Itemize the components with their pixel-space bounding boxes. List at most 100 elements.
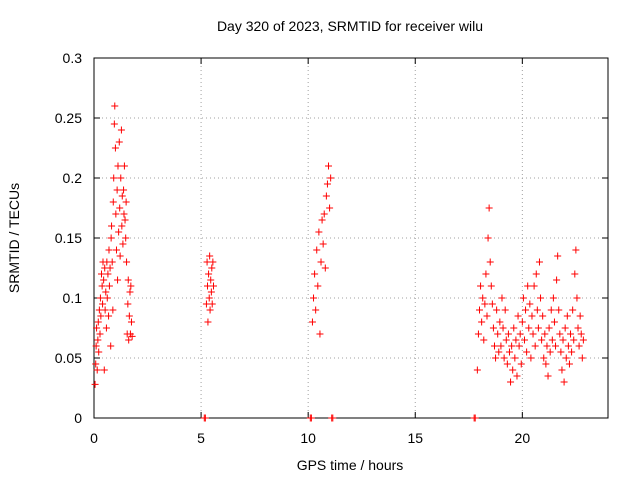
data-point xyxy=(513,372,521,380)
data-point xyxy=(204,282,212,290)
x-tick-label: 10 xyxy=(300,430,316,446)
data-point xyxy=(540,354,548,362)
chart-title: Day 320 of 2023, SRMTID for receiver wil… xyxy=(217,18,483,34)
data-point xyxy=(120,210,128,218)
data-point xyxy=(125,312,133,320)
data-point xyxy=(560,378,568,386)
data-point xyxy=(97,270,105,278)
x-tick-label: 15 xyxy=(407,430,423,446)
data-point xyxy=(545,324,553,332)
data-point xyxy=(323,180,331,188)
data-point xyxy=(116,204,124,212)
data-point xyxy=(102,288,110,296)
x-tick-label: 0 xyxy=(90,430,98,446)
y-tick-label: 0 xyxy=(74,410,82,426)
data-point xyxy=(567,330,575,338)
data-point xyxy=(317,258,325,266)
data-point xyxy=(527,354,535,362)
data-point xyxy=(547,306,555,314)
data-point xyxy=(570,336,578,344)
data-point xyxy=(105,282,113,290)
y-tick-label: 0.25 xyxy=(55,110,82,126)
data-point xyxy=(561,324,569,332)
data-point xyxy=(531,342,539,350)
data-point xyxy=(503,360,511,368)
data-point xyxy=(556,330,564,338)
data-point xyxy=(94,318,102,326)
data-point xyxy=(123,258,131,266)
data-point xyxy=(534,324,542,332)
data-point xyxy=(114,276,122,284)
data-point xyxy=(473,366,481,374)
data-point xyxy=(127,282,135,290)
data-point xyxy=(91,380,99,388)
data-point xyxy=(559,336,567,344)
data-point xyxy=(522,306,530,314)
data-point xyxy=(311,270,319,278)
data-point xyxy=(483,312,491,320)
data-point xyxy=(563,312,571,320)
data-point xyxy=(542,360,550,368)
data-point xyxy=(95,348,103,356)
data-point xyxy=(490,342,498,350)
data-point xyxy=(103,294,111,302)
data-point xyxy=(574,324,582,332)
data-point xyxy=(124,300,132,308)
data-point xyxy=(539,312,547,320)
y-tick-label: 0.15 xyxy=(55,230,82,246)
data-point xyxy=(92,360,100,368)
data-point xyxy=(523,348,531,356)
data-point xyxy=(121,216,129,224)
data-point xyxy=(485,204,493,212)
data-point xyxy=(501,306,509,314)
axis-ticks xyxy=(93,57,608,419)
data-point xyxy=(322,192,330,200)
data-point xyxy=(111,144,119,152)
data-point xyxy=(489,324,497,332)
data-point xyxy=(482,270,490,278)
data-point xyxy=(484,234,492,242)
data-point xyxy=(575,342,583,350)
data-point xyxy=(488,300,496,308)
data-point xyxy=(532,270,540,278)
data-point xyxy=(120,162,128,170)
data-point xyxy=(509,366,517,374)
data-point xyxy=(555,306,563,314)
data-point xyxy=(541,330,549,338)
data-point xyxy=(124,276,132,284)
data-point xyxy=(572,246,580,254)
data-point xyxy=(307,414,315,422)
data-point xyxy=(128,332,136,340)
data-point xyxy=(526,300,534,308)
data-point xyxy=(100,366,108,374)
data-point xyxy=(507,378,515,386)
tick-labels: 0 5 10 15 20 0 0.05 0.1 0.15 0.2 0.25 0.3 xyxy=(55,50,531,446)
data-point xyxy=(543,342,551,350)
data-point xyxy=(96,294,104,302)
y-tick-label: 0.05 xyxy=(55,350,82,366)
data-point xyxy=(208,264,216,272)
data-point xyxy=(518,318,526,326)
data-point xyxy=(109,198,117,206)
data-point xyxy=(558,366,566,374)
data-point xyxy=(110,120,118,128)
data-point xyxy=(105,246,113,254)
data-point xyxy=(97,312,105,320)
data-point xyxy=(315,228,323,236)
data-point xyxy=(515,342,523,350)
data-point xyxy=(493,306,501,314)
data-point xyxy=(529,330,537,338)
data-point xyxy=(499,324,507,332)
data-point xyxy=(535,258,543,266)
data-point xyxy=(544,372,552,380)
data-point xyxy=(319,240,327,248)
data-point xyxy=(102,324,110,332)
data-point xyxy=(494,330,502,338)
data-point xyxy=(471,414,479,422)
data-point xyxy=(474,330,482,338)
data-point xyxy=(106,264,114,272)
data-point xyxy=(525,324,533,332)
data-point xyxy=(118,222,126,230)
data-point xyxy=(308,318,316,326)
